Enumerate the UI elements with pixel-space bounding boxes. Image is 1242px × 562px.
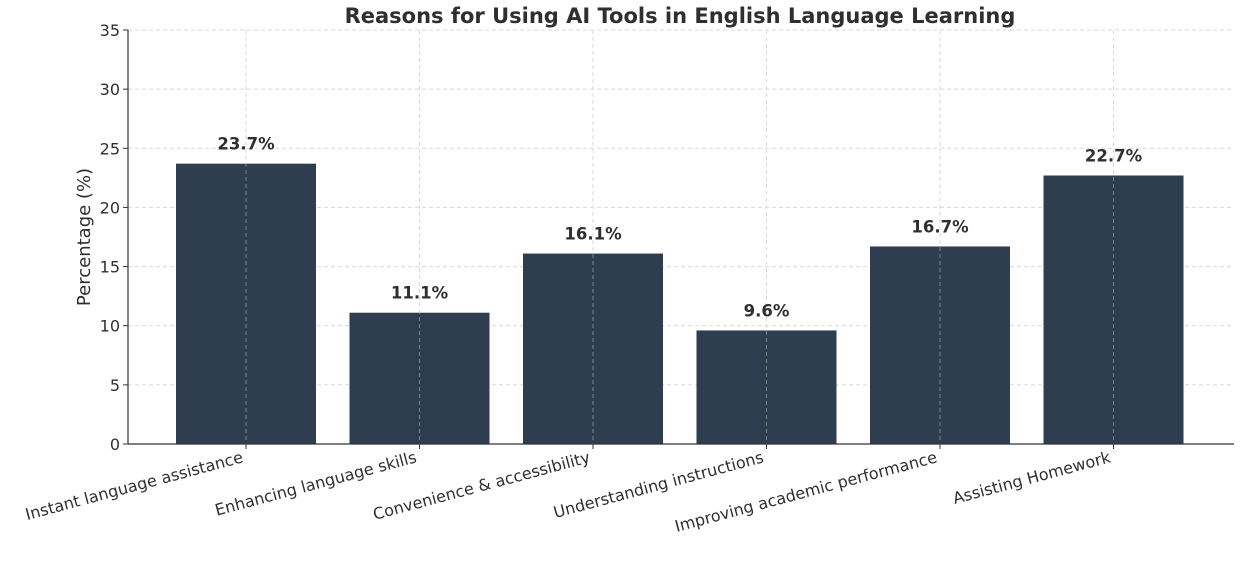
bar-value-label: 11.1%	[391, 284, 449, 303]
y-tick-label: 5	[110, 376, 120, 395]
bar	[523, 253, 663, 444]
bar	[870, 246, 1010, 444]
y-tick-label: 35	[100, 21, 120, 40]
bar	[349, 312, 490, 444]
data-labels: 23.7% 11.1% 16.1% 9.6% 16.7% 22.7%	[217, 135, 1142, 321]
bar	[176, 163, 316, 445]
y-tick-label: 30	[100, 80, 120, 99]
y-axis-label: Percentage (%)	[74, 168, 95, 306]
x-tick-label: Instant language assistance	[23, 448, 245, 524]
bar	[696, 330, 837, 444]
y-tick-label: 0	[110, 435, 120, 454]
y-tick-label: 15	[100, 258, 120, 277]
bar-value-label: 16.1%	[564, 225, 622, 244]
y-tick-label: 25	[100, 139, 120, 158]
bar-value-label: 23.7%	[217, 135, 275, 154]
y-ticks: 0 5 10 15 20 25 30 35	[100, 21, 128, 454]
bar	[1043, 175, 1184, 444]
bar-value-label: 9.6%	[744, 301, 790, 320]
x-tick-label: Assisting Homework	[951, 447, 1114, 508]
y-tick-label: 10	[100, 317, 120, 336]
bar-value-label: 16.7%	[911, 217, 969, 236]
bar-value-label: 22.7%	[1085, 146, 1143, 165]
y-tick-label: 20	[100, 198, 120, 217]
chart-title: Reasons for Using AI Tools in English La…	[345, 4, 1016, 28]
bars-layer	[176, 30, 1184, 445]
